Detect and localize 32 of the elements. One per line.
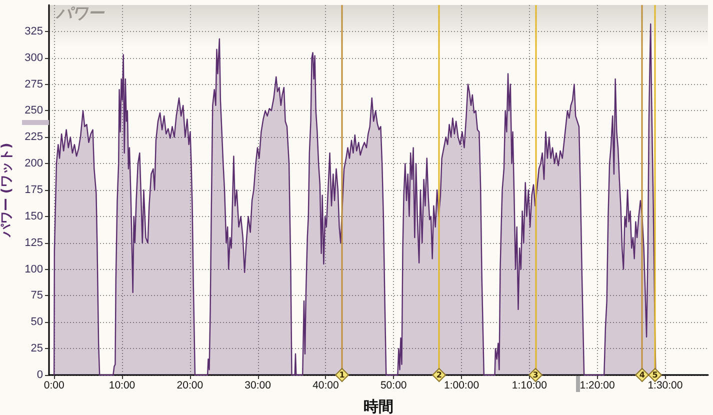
x-tick-label: 0:00	[44, 380, 64, 392]
x-tick-label: 1:00:00	[444, 380, 480, 392]
x-tick-label: 30:00	[244, 380, 272, 392]
x-tick-label: 1:30:00	[648, 380, 683, 392]
y-tick-label: 150	[24, 210, 43, 222]
x-tick-label: 1:10:00	[512, 380, 548, 392]
annotation: 5	[652, 370, 658, 380]
y-tick-label: 50	[30, 316, 43, 328]
annotation: 3	[532, 370, 538, 380]
x-tick-label: 20:00	[176, 380, 204, 392]
y-tick-label: 250	[24, 104, 43, 117]
y-tick-label: 175	[24, 184, 43, 196]
y-tick-label: 200	[24, 158, 43, 170]
annotation: 4	[639, 370, 646, 380]
y-tick-label: 325	[24, 25, 43, 38]
y-tick-label: 225	[24, 131, 43, 144]
chart-title: パワー	[55, 4, 105, 22]
x-tick-label: 40:00	[312, 380, 339, 392]
y-tick-label: 125	[24, 236, 43, 249]
y-tick-label: 25	[30, 342, 43, 355]
x-axis-title: 時間	[364, 398, 394, 415]
y-tick-label: 275	[24, 78, 43, 90]
annotation: 2	[436, 370, 442, 380]
y-tick-label: 75	[30, 290, 43, 302]
y-tick-label: 300	[24, 52, 43, 64]
y-tick-label: 0	[36, 369, 43, 381]
y-tick-label: 100	[24, 263, 43, 276]
x-tick-label: 1:20:00	[580, 380, 615, 392]
annotation: 1	[339, 370, 346, 380]
x-tick-label: 50:00	[380, 380, 407, 392]
y-axis-title: パワー (ワット)	[0, 142, 15, 238]
x-tick-label: 10:00	[108, 380, 136, 392]
